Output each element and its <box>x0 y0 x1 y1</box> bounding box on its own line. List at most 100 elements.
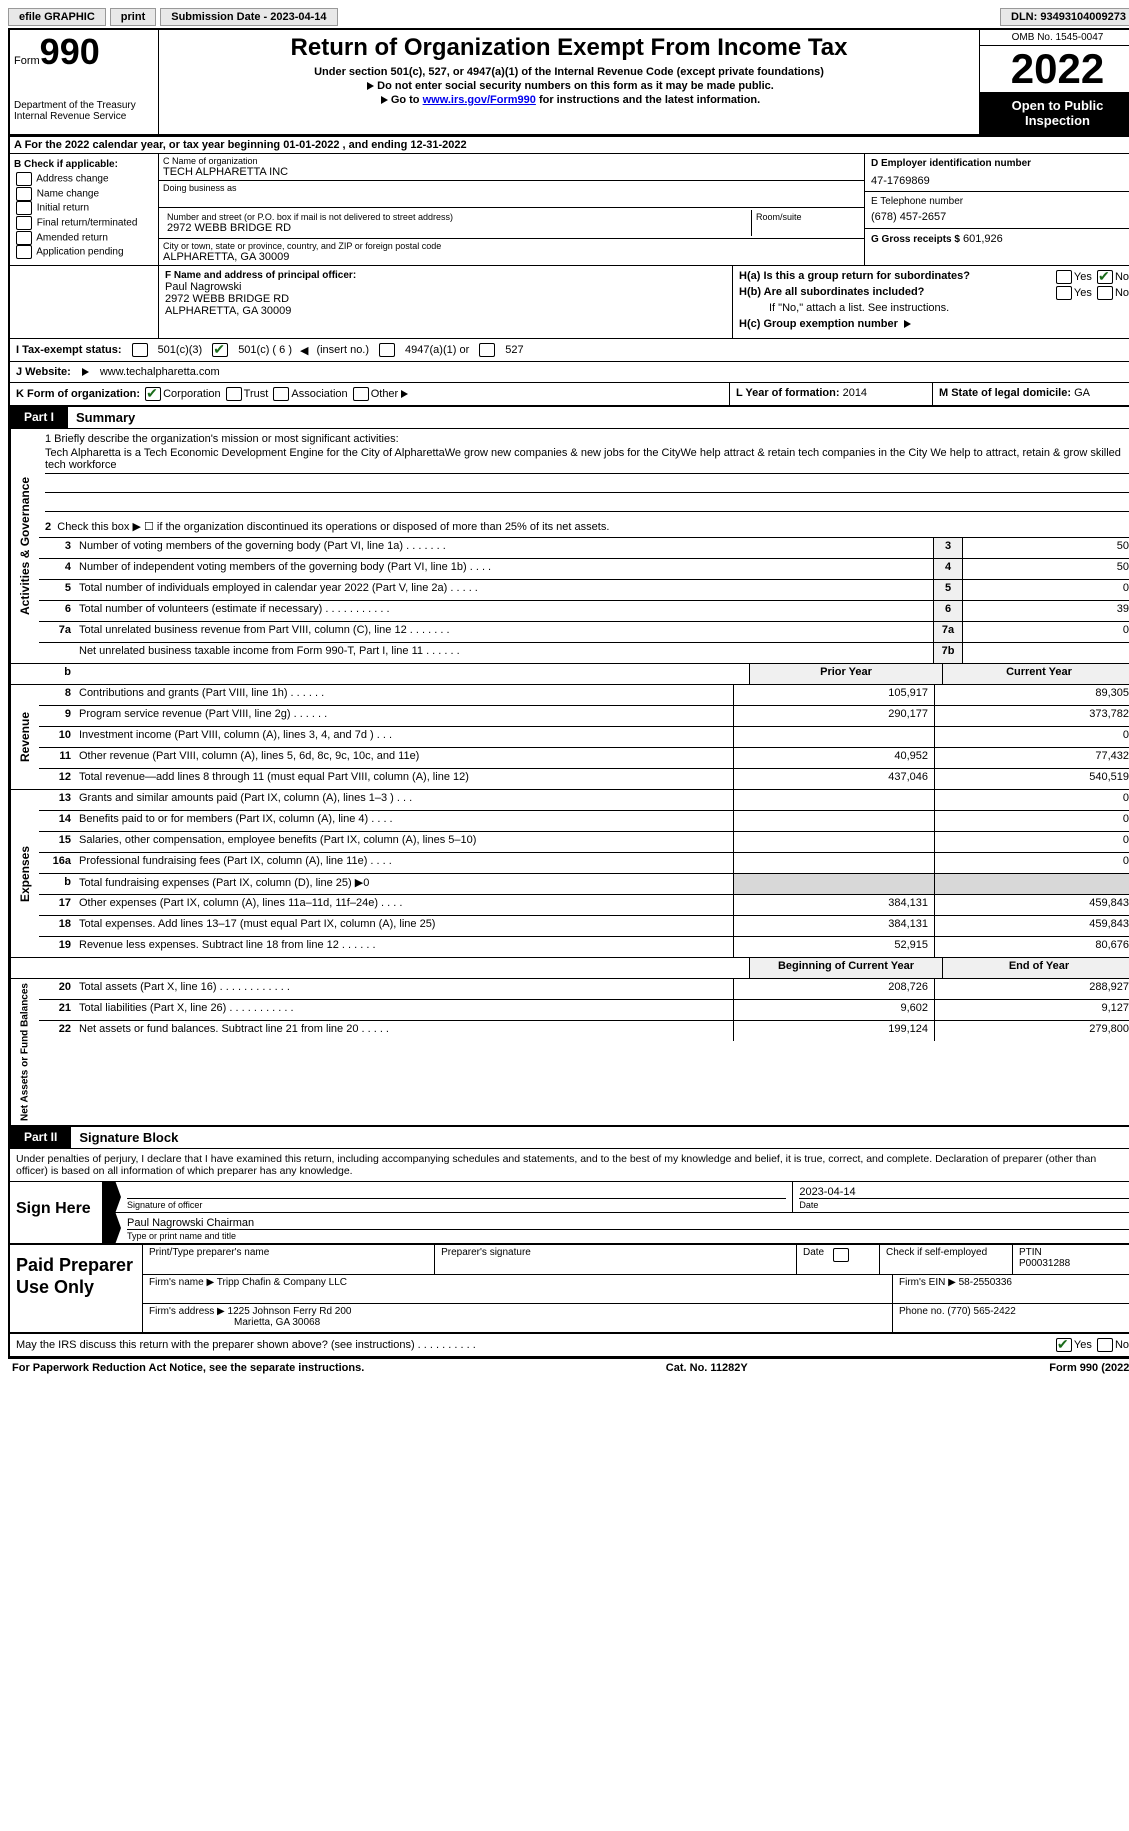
room-label: Room/suite <box>756 212 856 222</box>
summary-line: 12Total revenue—add lines 8 through 11 (… <box>39 769 1129 789</box>
cb-label: Initial return <box>37 203 89 214</box>
col-boy: Beginning of Current Year <box>749 958 942 978</box>
checkbox-final-return[interactable] <box>16 216 32 230</box>
cb-label: Amended return <box>36 232 108 243</box>
line-num: 3 <box>39 538 75 558</box>
checkbox-corp[interactable] <box>145 387 161 401</box>
checkbox-527[interactable] <box>479 343 495 357</box>
line-desc: Program service revenue (Part VIII, line… <box>75 706 733 726</box>
checkbox-4947[interactable] <box>379 343 395 357</box>
line-desc: Contributions and grants (Part VIII, lin… <box>75 685 733 705</box>
checkbox-other[interactable] <box>353 387 369 401</box>
line-num: 17 <box>39 895 75 915</box>
line-box: 4 <box>933 559 962 579</box>
tax-year: 2022 <box>980 46 1129 92</box>
current-value: 540,519 <box>934 769 1129 789</box>
line-desc: Total revenue—add lines 8 through 11 (mu… <box>75 769 733 789</box>
prior-value: 437,046 <box>733 769 934 789</box>
checkbox-discuss-no[interactable] <box>1097 1338 1113 1352</box>
checkbox-pending[interactable] <box>16 245 32 259</box>
side-expenses: Expenses <box>10 790 39 957</box>
prior-value <box>733 811 934 831</box>
line-desc: Other revenue (Part VIII, column (A), li… <box>75 748 733 768</box>
prep-check-label: Check if self-employed <box>886 1247 987 1258</box>
irs-link[interactable]: www.irs.gov/Form990 <box>423 94 536 106</box>
line-num: 16a <box>39 853 75 873</box>
checkbox-501c3[interactable] <box>132 343 148 357</box>
street-value: 2972 WEBB BRIDGE RD <box>167 222 747 234</box>
checkbox-self-employed[interactable] <box>833 1248 849 1262</box>
form-subtitle: Under section 501(c), 527, or 4947(a)(1)… <box>165 66 973 78</box>
inspection-badge: Open to Public Inspection <box>980 92 1129 134</box>
sign-here-block: Sign Here Signature of officer 2023-04-1… <box>8 1182 1129 1245</box>
side-revenue: Revenue <box>10 685 39 789</box>
officer-printed: Paul Nagrowski Chairman <box>127 1217 1129 1229</box>
discuss-question: May the IRS discuss this return with the… <box>16 1339 476 1351</box>
side-activities: Activities & Governance <box>10 429 39 663</box>
current-value <box>934 874 1129 894</box>
l-value: 2014 <box>843 387 867 399</box>
officer-addr1: 2972 WEBB BRIDGE RD <box>165 293 726 305</box>
gross-label: G Gross receipts $ <box>871 234 960 245</box>
mission-text: Tech Alpharetta is a Tech Economic Devel… <box>45 445 1129 474</box>
prior-value: 9,602 <box>733 1000 934 1020</box>
dept-label: Department of the Treasury <box>14 100 154 111</box>
ha-label: H(a) Is this a group return for subordin… <box>739 270 970 282</box>
street-label: Number and street (or P.O. box if mail i… <box>167 212 747 222</box>
hc-label: H(c) Group exemption number <box>739 318 898 330</box>
line-value: 0 <box>962 622 1129 642</box>
col-b-header: B Check if applicable: <box>14 158 154 172</box>
summary-line: 15Salaries, other compensation, employee… <box>39 832 1129 853</box>
officer-addr2: ALPHARETTA, GA 30009 <box>165 305 726 317</box>
summary-line: 16aProfessional fundraising fees (Part I… <box>39 853 1129 874</box>
hb-note: If "No," attach a list. See instructions… <box>739 302 1129 314</box>
summary-line: 11Other revenue (Part VIII, column (A), … <box>39 748 1129 769</box>
checkbox-amended[interactable] <box>16 231 32 245</box>
officer-label: F Name and address of principal officer: <box>165 270 726 281</box>
checkbox-initial-return[interactable] <box>16 201 32 215</box>
checkbox-address-change[interactable] <box>16 172 32 186</box>
line-box: 7b <box>933 643 962 663</box>
checkbox-discuss-yes[interactable] <box>1056 1338 1072 1352</box>
line-desc: Total expenses. Add lines 13–17 (must eq… <box>75 916 733 936</box>
opt-label: Corporation <box>163 388 220 400</box>
line-desc: Number of voting members of the governin… <box>75 538 933 558</box>
opt-note: (insert no.) <box>316 344 369 356</box>
org-name: TECH ALPHARETTA INC <box>163 166 860 178</box>
line-num: 5 <box>39 580 75 600</box>
current-value: 9,127 <box>934 1000 1129 1020</box>
line-num: 6 <box>39 601 75 621</box>
arrow-icon <box>381 96 388 104</box>
prior-value: 40,952 <box>733 748 934 768</box>
checkbox-ha-yes[interactable] <box>1056 270 1072 284</box>
print-button[interactable]: print <box>110 8 156 26</box>
efile-button[interactable]: efile GRAPHIC <box>8 8 106 26</box>
line-box: 7a <box>933 622 962 642</box>
line-value: 0 <box>962 580 1129 600</box>
checkbox-assoc[interactable] <box>273 387 289 401</box>
line-num: 4 <box>39 559 75 579</box>
checkbox-ha-no[interactable] <box>1097 270 1113 284</box>
line-value: 39 <box>962 601 1129 621</box>
checkbox-hb-yes[interactable] <box>1056 286 1072 300</box>
line-num: 18 <box>39 916 75 936</box>
sign-here-label: Sign Here <box>10 1182 103 1243</box>
footer-right: Form 990 (2022) <box>1049 1362 1129 1374</box>
opt-label: Other <box>371 388 399 400</box>
footer-left: For Paperwork Reduction Act Notice, see … <box>12 1362 364 1374</box>
prior-value <box>733 832 934 852</box>
instruction-2-post: for instructions and the latest informat… <box>536 94 760 106</box>
hb-label: H(b) Are all subordinates included? <box>739 286 924 298</box>
checkbox-name-change[interactable] <box>16 187 32 201</box>
line-value <box>962 643 1129 663</box>
summary-line: 22Net assets or fund balances. Subtract … <box>39 1021 1129 1041</box>
yes-label: Yes <box>1074 271 1092 283</box>
checkbox-trust[interactable] <box>226 387 242 401</box>
checkbox-501c[interactable] <box>212 343 228 357</box>
ein-value: 47-1769869 <box>871 175 1129 187</box>
dba-label: Doing business as <box>163 183 860 193</box>
prior-value: 52,915 <box>733 937 934 957</box>
yes-label: Yes <box>1074 1339 1092 1351</box>
line-num: 21 <box>39 1000 75 1020</box>
checkbox-hb-no[interactable] <box>1097 286 1113 300</box>
